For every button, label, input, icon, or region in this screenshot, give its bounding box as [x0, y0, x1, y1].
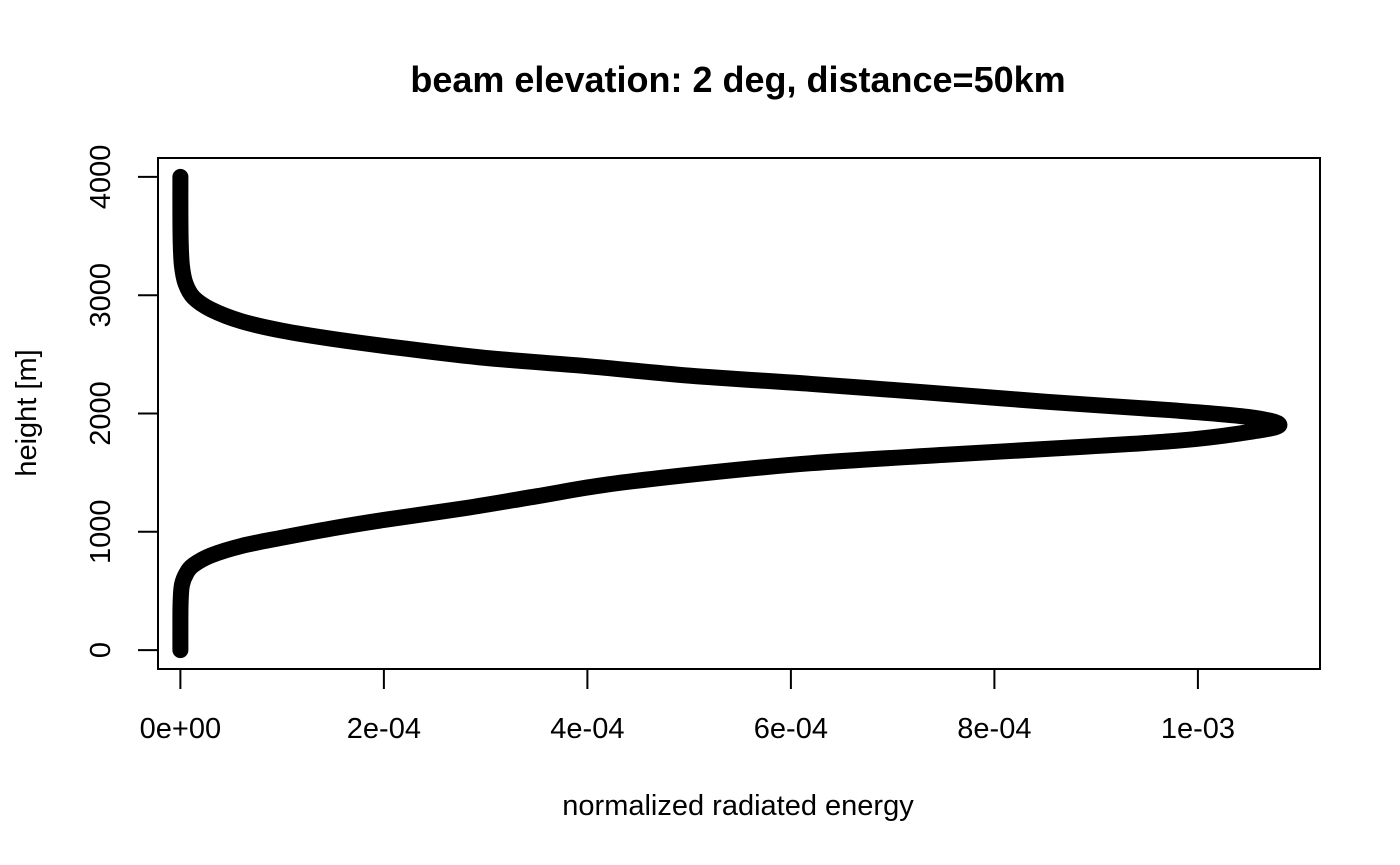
chart-title: beam elevation: 2 deg, distance=50km [410, 59, 1065, 100]
x-tick-label: 6e-04 [754, 713, 828, 745]
y-tick-label: 2000 [85, 381, 117, 446]
y-tick-label: 4000 [85, 145, 117, 210]
y-axis: 0 1000 2000 3000 4000 [85, 145, 159, 658]
x-tick-label: 8e-04 [957, 713, 1031, 745]
y-tick-label: 0 [85, 642, 117, 658]
x-tick-label: 1e-03 [1161, 713, 1235, 745]
y-axis-label: height [m] [11, 349, 43, 476]
y-tick-label: 1000 [85, 500, 117, 565]
x-axis: 0e+00 2e-04 4e-04 6e-04 8e-04 1e-03 [140, 668, 1235, 745]
series-line [172, 168, 1288, 659]
x-tick-label: 0e+00 [140, 713, 221, 745]
x-axis-label: normalized radiated energy [562, 790, 914, 822]
y-tick-label: 3000 [85, 263, 117, 328]
x-tick-label: 2e-04 [347, 713, 421, 745]
x-tick-label: 4e-04 [550, 713, 624, 745]
